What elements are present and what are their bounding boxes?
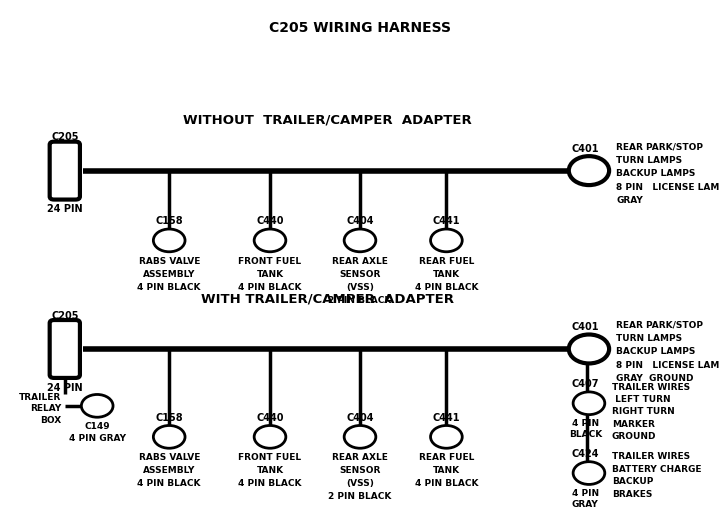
Text: 24 PIN: 24 PIN: [47, 383, 83, 392]
Text: BACKUP: BACKUP: [612, 477, 653, 486]
Text: C205: C205: [51, 132, 78, 142]
Text: MARKER: MARKER: [612, 420, 655, 429]
Text: GRAY: GRAY: [616, 196, 643, 205]
Text: 4 PIN BLACK: 4 PIN BLACK: [138, 283, 201, 292]
Text: TANK: TANK: [256, 270, 284, 279]
Circle shape: [254, 229, 286, 252]
Text: RELAY: RELAY: [30, 404, 61, 413]
Text: LEFT TURN: LEFT TURN: [612, 395, 670, 404]
Text: TRAILER WIRES: TRAILER WIRES: [612, 383, 690, 391]
Text: TRAILER: TRAILER: [19, 393, 61, 402]
Text: 4 PIN GRAY: 4 PIN GRAY: [68, 434, 126, 443]
Text: BLACK: BLACK: [569, 430, 602, 439]
Text: C158: C158: [156, 217, 183, 226]
Text: BATTERY CHARGE: BATTERY CHARGE: [612, 465, 701, 474]
Text: BACKUP LAMPS: BACKUP LAMPS: [616, 169, 696, 178]
Circle shape: [431, 425, 462, 448]
Text: RABS VALVE: RABS VALVE: [138, 453, 200, 462]
Text: C404: C404: [346, 413, 374, 423]
Text: REAR AXLE: REAR AXLE: [332, 453, 388, 462]
Text: WITH TRAILER/CAMPER  ADAPTER: WITH TRAILER/CAMPER ADAPTER: [201, 292, 454, 305]
Text: C440: C440: [256, 413, 284, 423]
Text: REAR PARK/STOP: REAR PARK/STOP: [616, 142, 703, 151]
Text: C424: C424: [572, 449, 599, 459]
Circle shape: [569, 156, 609, 185]
Text: C149: C149: [84, 422, 110, 431]
Text: GRAY: GRAY: [572, 500, 599, 509]
Text: SENSOR: SENSOR: [339, 466, 381, 475]
Text: ASSEMBLY: ASSEMBLY: [143, 466, 195, 475]
FancyBboxPatch shape: [50, 320, 80, 378]
Text: (VSS): (VSS): [346, 283, 374, 292]
Text: 4 PIN BLACK: 4 PIN BLACK: [415, 283, 478, 292]
Text: FRONT FUEL: FRONT FUEL: [238, 257, 302, 266]
Circle shape: [344, 229, 376, 252]
Text: BRAKES: BRAKES: [612, 490, 652, 498]
FancyBboxPatch shape: [50, 142, 80, 200]
Circle shape: [569, 334, 609, 363]
Text: TURN LAMPS: TURN LAMPS: [616, 156, 683, 164]
Text: C401: C401: [572, 322, 599, 332]
Text: REAR FUEL: REAR FUEL: [419, 453, 474, 462]
Circle shape: [153, 229, 185, 252]
Text: ASSEMBLY: ASSEMBLY: [143, 270, 195, 279]
Text: RIGHT TURN: RIGHT TURN: [612, 407, 675, 416]
Text: (VSS): (VSS): [346, 479, 374, 488]
Text: TURN LAMPS: TURN LAMPS: [616, 334, 683, 343]
Text: 4 PIN BLACK: 4 PIN BLACK: [238, 283, 302, 292]
Circle shape: [431, 229, 462, 252]
Text: REAR PARK/STOP: REAR PARK/STOP: [616, 321, 703, 329]
Text: REAR FUEL: REAR FUEL: [419, 257, 474, 266]
Text: C441: C441: [433, 413, 460, 423]
Text: REAR AXLE: REAR AXLE: [332, 257, 388, 266]
Text: 8 PIN   LICENSE LAMPS: 8 PIN LICENSE LAMPS: [616, 361, 720, 370]
Text: BACKUP LAMPS: BACKUP LAMPS: [616, 347, 696, 356]
Text: C205: C205: [51, 311, 78, 321]
Text: 2 PIN BLACK: 2 PIN BLACK: [328, 296, 392, 305]
Text: C407: C407: [572, 379, 599, 389]
Text: 24 PIN: 24 PIN: [47, 204, 83, 214]
Text: TRAILER WIRES: TRAILER WIRES: [612, 452, 690, 461]
Circle shape: [573, 462, 605, 484]
Circle shape: [344, 425, 376, 448]
Text: GRAY  GROUND: GRAY GROUND: [616, 374, 694, 383]
Text: TANK: TANK: [433, 466, 460, 475]
Circle shape: [573, 392, 605, 415]
Text: C158: C158: [156, 413, 183, 423]
Text: C205 WIRING HARNESS: C205 WIRING HARNESS: [269, 21, 451, 35]
Text: GROUND: GROUND: [612, 432, 657, 441]
Circle shape: [153, 425, 185, 448]
Text: C441: C441: [433, 217, 460, 226]
Circle shape: [81, 394, 113, 417]
Text: BOX: BOX: [40, 416, 61, 424]
Text: TANK: TANK: [256, 466, 284, 475]
Text: WITHOUT  TRAILER/CAMPER  ADAPTER: WITHOUT TRAILER/CAMPER ADAPTER: [183, 114, 472, 127]
Text: C401: C401: [572, 144, 599, 154]
Text: SENSOR: SENSOR: [339, 270, 381, 279]
Text: 4 PIN: 4 PIN: [572, 419, 599, 428]
Circle shape: [254, 425, 286, 448]
Text: RABS VALVE: RABS VALVE: [138, 257, 200, 266]
Text: 4 PIN: 4 PIN: [572, 489, 599, 497]
Text: 4 PIN BLACK: 4 PIN BLACK: [238, 479, 302, 488]
Text: C440: C440: [256, 217, 284, 226]
Text: 8 PIN   LICENSE LAMPS: 8 PIN LICENSE LAMPS: [616, 183, 720, 191]
Text: 2 PIN BLACK: 2 PIN BLACK: [328, 492, 392, 501]
Text: TANK: TANK: [433, 270, 460, 279]
Text: 4 PIN BLACK: 4 PIN BLACK: [415, 479, 478, 488]
Text: FRONT FUEL: FRONT FUEL: [238, 453, 302, 462]
Text: 4 PIN BLACK: 4 PIN BLACK: [138, 479, 201, 488]
Text: C404: C404: [346, 217, 374, 226]
